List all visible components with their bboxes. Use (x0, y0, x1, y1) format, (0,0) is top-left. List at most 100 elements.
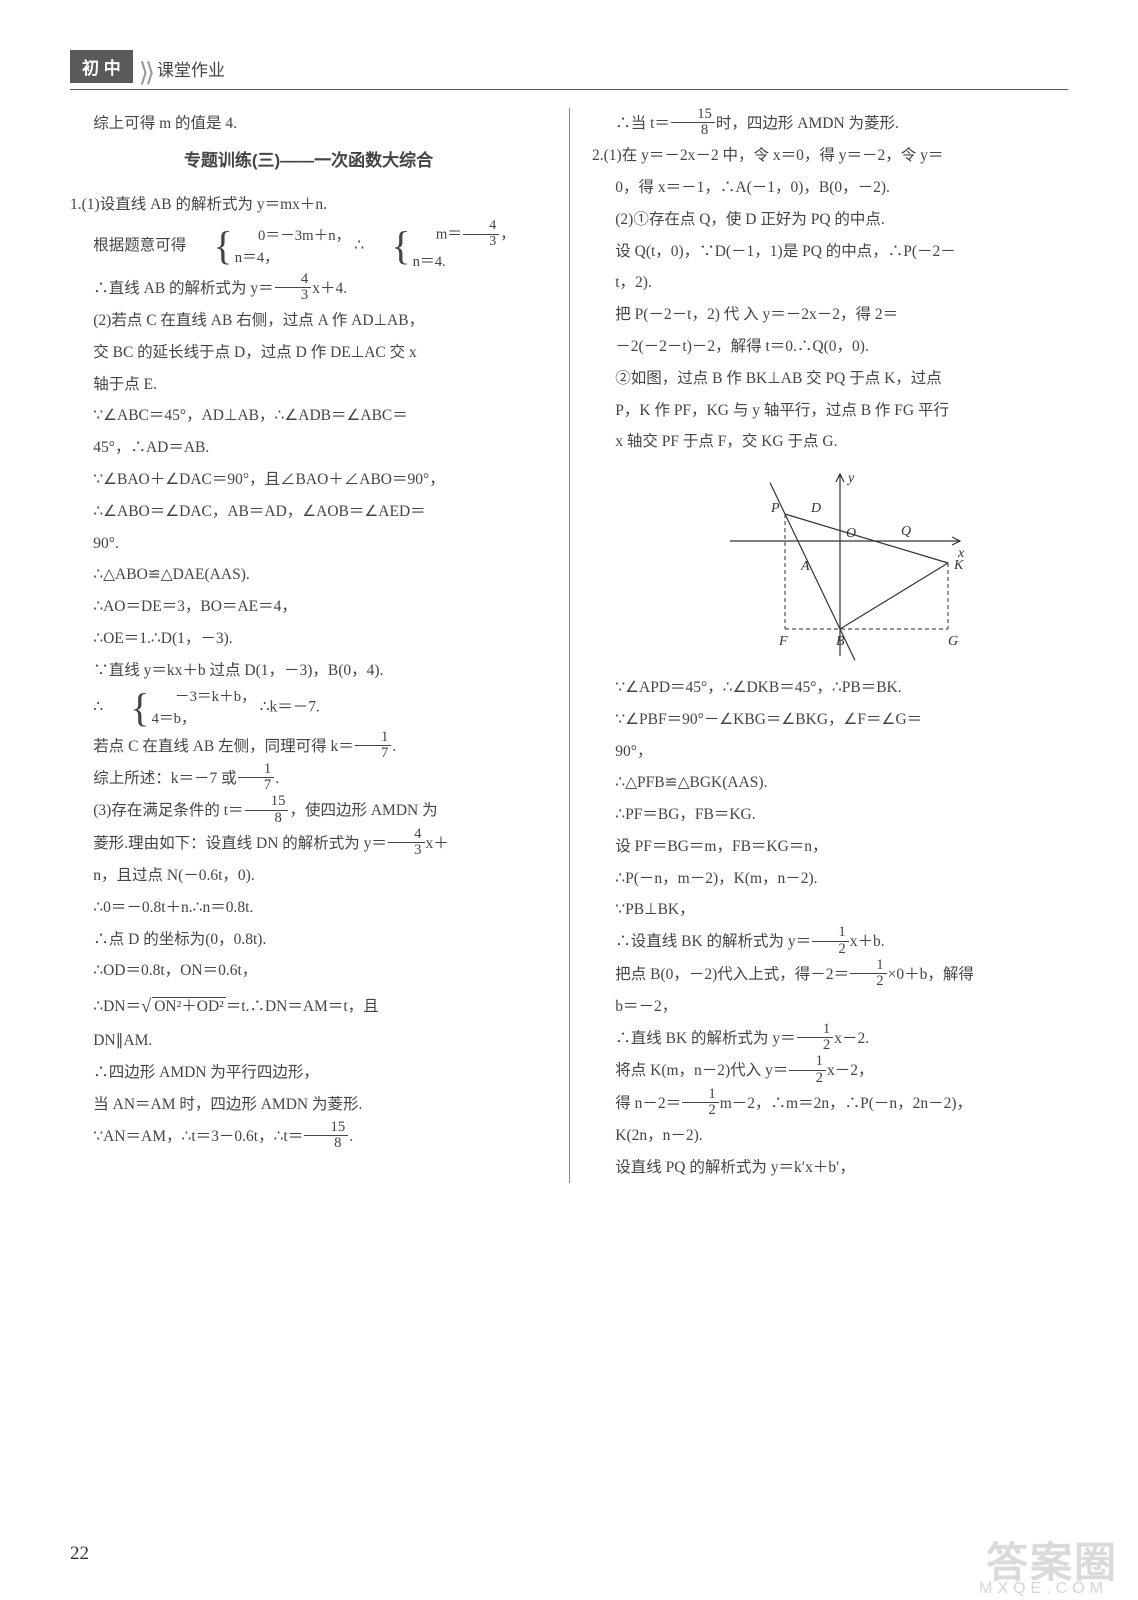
svg-text:B: B (836, 634, 845, 649)
frac-den: 8 (304, 1135, 348, 1151)
geometry-diagram: xyPDOQKABFG (690, 466, 970, 666)
frac-num: 4 (275, 272, 312, 287)
text: m－2，∴m＝2n，∴P(－n，2n－2)， (720, 1095, 972, 1112)
frac-num: 1 (682, 1087, 719, 1102)
text-line: ∴直线 AB 的解析式为 y＝43x＋4. (70, 273, 547, 305)
text: (3)存在满足条件的 t＝ (93, 802, 243, 819)
text-line: 轴于点 E. (70, 369, 547, 401)
text-line: (2)①存在点 Q，使 D 正好为 PQ 的中点. (592, 204, 1068, 236)
svg-text:D: D (810, 501, 821, 516)
text: n＝4. (413, 254, 446, 270)
text-line: 90°， (592, 736, 1068, 768)
frac-den: 8 (671, 122, 715, 138)
text-line: ∴△ABO≌△DAE(AAS). (70, 559, 547, 591)
frac-den: 2 (850, 973, 887, 989)
text-line: ∴设直线 BK 的解析式为 y＝12x＋b. (592, 926, 1068, 958)
text-line: 把 P(－2－t，2) 代 入 y＝－2x－2，得 2＝ (592, 299, 1068, 331)
text-line: (3)存在满足条件的 t＝158，使四边形 AMDN 为 (70, 795, 547, 827)
text-line: ∵∠ABC＝45°，AD⊥AB，∴∠ADB＝∠ABC＝ (70, 400, 547, 432)
frac-num: 1 (812, 925, 849, 940)
text-line: 0，得 x＝－1，∴A(－1，0)，B(0，－2). (592, 172, 1068, 204)
frac-den: 8 (245, 810, 289, 826)
frac-num: 1 (797, 1022, 834, 1037)
text: 4＝b， (152, 711, 196, 727)
text-line: ∵PB⊥BK， (592, 894, 1068, 926)
svg-text:O: O (846, 526, 856, 541)
text-line: ②如图，过点 B 作 BK⊥AB 交 PQ 于点 K，过点 (592, 363, 1068, 395)
text: x＋4. (312, 280, 347, 297)
text-line: P，K 作 PF，KG 与 y 轴平行，过点 B 作 FG 平行 (592, 395, 1068, 427)
text-line: (2)若点 C 在直线 AB 右侧，过点 A 作 AD⊥AB， (70, 305, 547, 337)
text-line: ∴ { －3＝k＋b， 4＝b， ∴k＝－7. (70, 686, 547, 730)
text-line: 1.(1)设直线 AB 的解析式为 y＝mx＋n. (70, 189, 547, 221)
text: 得 n－2＝ (615, 1095, 681, 1112)
left-column: 综上可得 m 的值是 4. 专题训练(三)——一次函数大综合 1.(1)设直线 … (70, 108, 569, 1183)
frac-den: 7 (355, 745, 392, 761)
text-line: ∴△PFB≌△BGK(AAS). (592, 767, 1068, 799)
frac-num: 1 (355, 730, 392, 745)
frac-num: 15 (245, 794, 289, 809)
text: ，使四边形 AMDN 为 (289, 802, 437, 819)
text: n＝4， (235, 250, 279, 266)
text-line: 设直线 PQ 的解析式为 y＝k′x＋b′， (592, 1152, 1068, 1184)
text-line: 2.(1)在 y＝－2x－2 中，令 x＝0，得 y＝－2，令 y＝ (592, 140, 1068, 172)
text-line: ∴OE＝1.∴D(1，－3). (70, 623, 547, 655)
text: 根据题意可得 (93, 237, 186, 254)
text-line: 交 BC 的延长线于点 D，过点 D 作 DE⊥AC 交 x (70, 337, 547, 369)
frac-num: 1 (238, 762, 275, 777)
header-rule (70, 89, 1068, 90)
svg-text:K: K (953, 558, 964, 573)
text-line: ∴点 D 的坐标为(0，0.8t). (70, 924, 547, 956)
text: －3＝k＋b， (175, 689, 256, 705)
page-header: 初 中 ⟩⟩ 课堂作业 (70, 50, 1068, 83)
frac-num: 4 (463, 219, 499, 234)
text: . (392, 738, 396, 755)
frac-num: 15 (304, 1120, 348, 1135)
text-line: ∴AO＝DE＝3，BO＝AE＝4， (70, 591, 547, 623)
text-line: 把点 B(0，－2)代入上式，得－2＝12×0＋b，解得 (592, 959, 1068, 991)
text-line: 当 AN＝AM 时，四边形 AMDN 为菱形. (70, 1089, 547, 1121)
text: ∴直线 BK 的解析式为 y＝ (615, 1030, 795, 1047)
svg-text:Q: Q (901, 524, 911, 539)
frac-den: 7 (238, 777, 275, 793)
text: ∴当 t＝ (615, 115, 670, 132)
text-line: ∴P(－n，m－2)，K(m，n－2). (592, 863, 1068, 895)
text-line: K(2n，n－2). (592, 1120, 1068, 1152)
text: ∴直线 AB 的解析式为 y＝ (93, 280, 273, 297)
sqrt-content: ON²＋OD² (152, 997, 226, 1015)
text: ＝t.∴DN＝AM＝t，且 (226, 998, 379, 1015)
text-line: ∴PF＝BG，FB＝KG. (592, 799, 1068, 831)
text-line: 综上所述：k＝－7 或17. (70, 763, 547, 795)
text-line: ∴四边形 AMDN 为平行四边形， (70, 1057, 547, 1089)
text: 综上所述：k＝－7 或 (93, 770, 236, 787)
text: 时，四边形 AMDN 为菱形. (716, 115, 899, 132)
text-line: 45°，∴AD＝AB. (70, 432, 547, 464)
text: 0＝－3m＋n， (258, 228, 350, 244)
text: ∴k＝－7. (260, 699, 320, 716)
frac-den: 2 (789, 1070, 826, 1086)
frac-den: 2 (797, 1037, 834, 1053)
text-line: －2(－2－t)－2，解得 t＝0.∴Q(0，0). (592, 331, 1068, 363)
text-line: n，且过点 N(－0.6t，0). (70, 860, 547, 892)
text: . (349, 1128, 353, 1145)
svg-text:G: G (948, 634, 958, 649)
text-line: 设 Q(t，0)，∵D(－1，1)是 PQ 的中点，∴P(－2－ (592, 236, 1068, 268)
text-line: ∴DN＝√ON²＋OD²＝t.∴DN＝AM＝t，且 (70, 987, 547, 1025)
text-line: ∴∠ABO＝∠DAC，AB＝AD，∠AOB＝∠AED＝ (70, 496, 547, 528)
page: 初 中 ⟩⟩ 课堂作业 综上可得 m 的值是 4. 专题训练(三)——一次函数大… (0, 0, 1138, 1600)
section-title: 专题训练(三)——一次函数大综合 (70, 144, 547, 179)
brace-system: { －3＝k＋b， 4＝b， (107, 686, 256, 730)
text-line: ∴当 t＝158时，四边形 AMDN 为菱形. (592, 108, 1068, 140)
frac-den: 3 (275, 287, 312, 303)
text-line: 得 n－2＝12m－2，∴m＝2n，∴P(－n，2n－2)， (592, 1088, 1068, 1120)
text: x＋ (426, 835, 449, 852)
page-number: 22 (70, 1543, 89, 1565)
frac-num: 1 (850, 958, 887, 973)
text-line: t，2). (592, 267, 1068, 299)
text: . (275, 770, 279, 787)
watermark-sub: MXQE.COM (979, 1580, 1108, 1598)
svg-text:P: P (770, 501, 780, 516)
svg-text:y: y (846, 471, 855, 486)
frac-den: 3 (388, 842, 425, 858)
text: m＝ (436, 227, 462, 243)
